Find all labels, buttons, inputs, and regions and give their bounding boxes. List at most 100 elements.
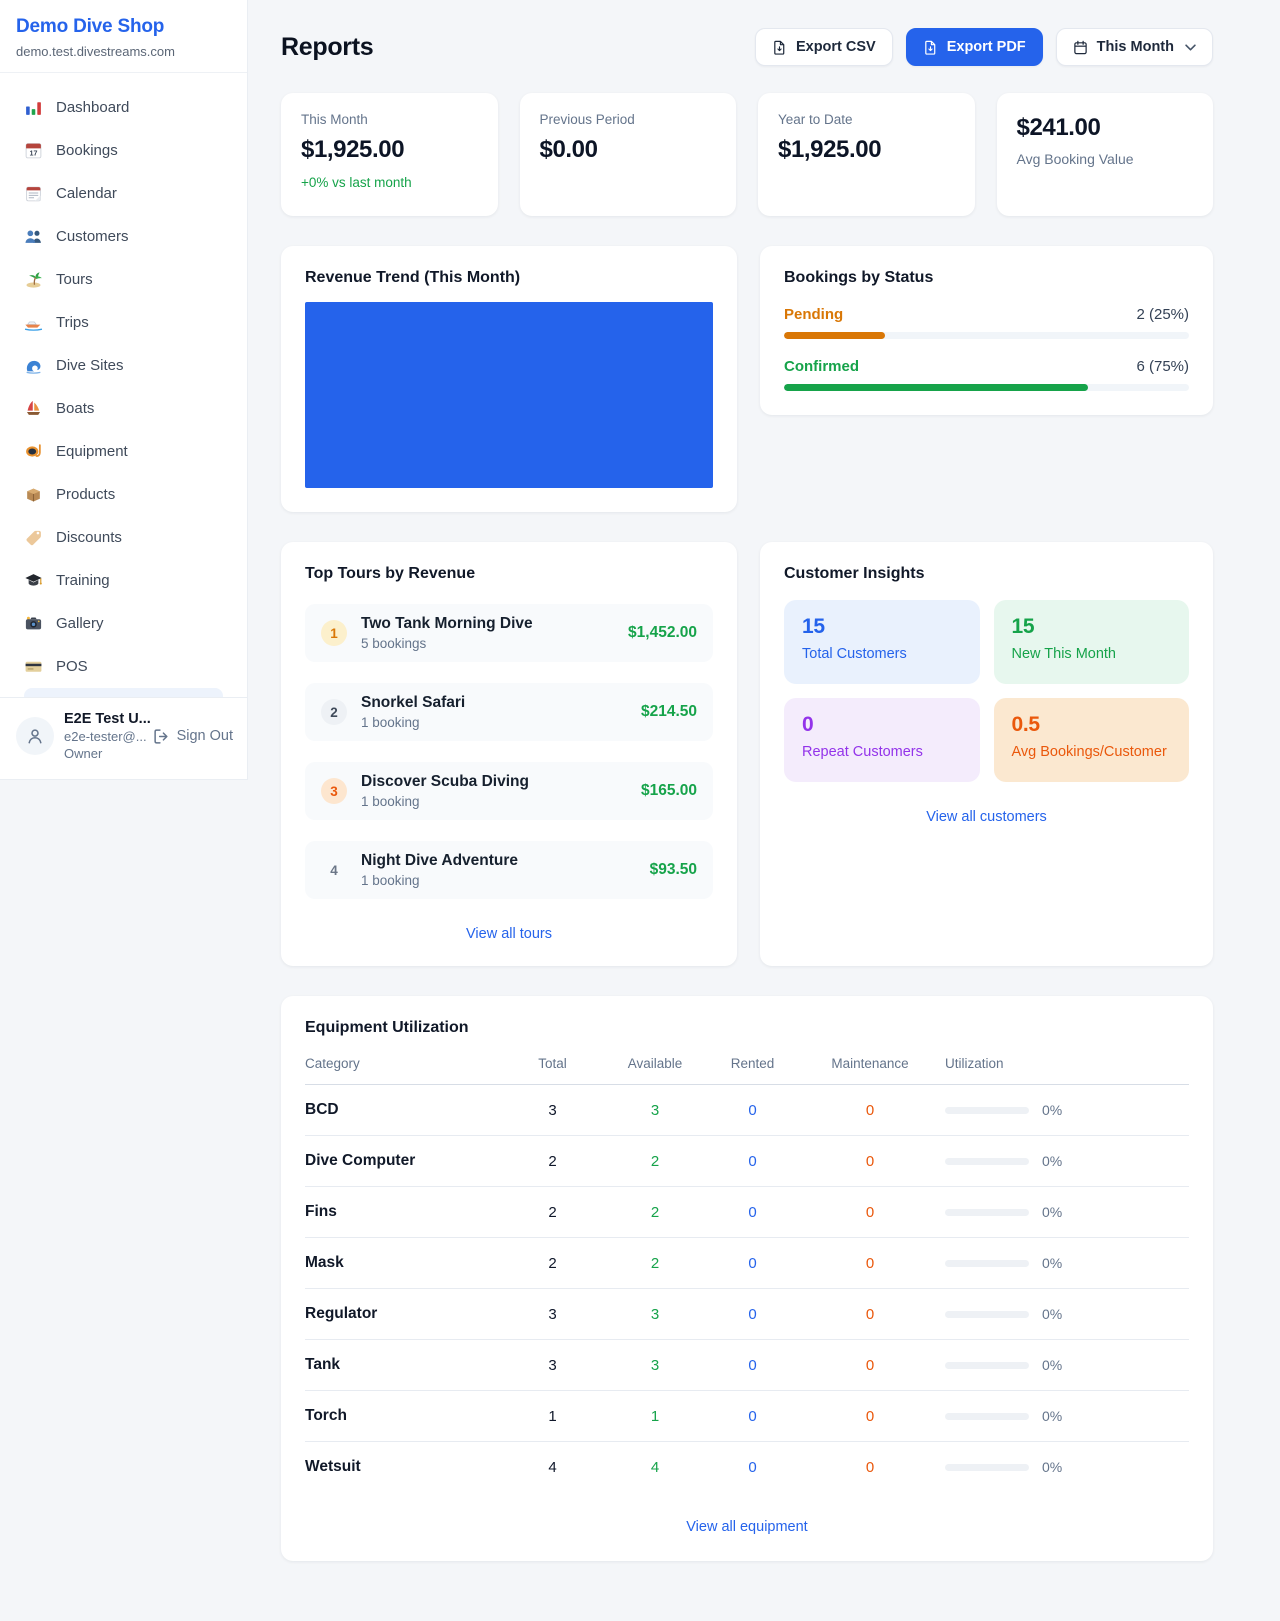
tour-amount: $165.00 — [640, 782, 697, 799]
customer-insights-title: Customer Insights — [784, 565, 925, 582]
cell-rented: 0 — [710, 1186, 795, 1238]
status-progress-fill — [784, 332, 886, 339]
cell-total: 3 — [505, 1288, 600, 1340]
tour-row: 2 Snorkel Safari 1 booking $214.50 — [305, 683, 713, 741]
export-pdf-label: Export PDF — [946, 39, 1026, 55]
sidebar-item-label: Dive Sites — [56, 357, 124, 374]
cell-category: Torch — [305, 1390, 505, 1442]
utilization-percent: 0% — [1042, 1357, 1063, 1373]
column-header-maintenance: Maintenance — [795, 1056, 945, 1085]
insight-value: 0.5 — [1011, 713, 1041, 736]
stat-value: $1,925.00 — [778, 136, 882, 163]
sidebar-item-label: Training — [56, 572, 110, 589]
header-actions: Export CSV Export PDF This Month — [754, 28, 1213, 66]
view-all-equipment-link[interactable]: View all equipment — [305, 1519, 1189, 1535]
cell-utilization: 0% — [945, 1237, 1189, 1289]
tour-bookings: 1 booking — [361, 873, 420, 888]
export-pdf-button[interactable]: Export PDF — [905, 28, 1043, 66]
column-header-category: Category — [305, 1056, 505, 1085]
sidebar-item-label: POS — [56, 658, 88, 675]
camera-flash-icon — [24, 614, 43, 633]
tour-row: 3 Discover Scuba Diving 1 booking $165.0… — [305, 762, 713, 820]
view-all-customers-link[interactable]: View all customers — [784, 809, 1189, 825]
sidebar-item-training[interactable]: Training — [12, 559, 235, 602]
revenue-trend-title: Revenue Trend (This Month) — [305, 269, 521, 286]
period-dropdown[interactable]: This Month — [1055, 28, 1213, 66]
tour-amount: $93.50 — [649, 861, 697, 878]
status-label: Confirmed — [784, 358, 859, 375]
sidebar-item-label: Gallery — [56, 615, 104, 632]
sidebar-item-label: Products — [56, 486, 116, 503]
sidebar-item-trips[interactable]: Trips — [12, 301, 235, 344]
page-header: Reports Export CSV Export PDF This Month — [281, 28, 1213, 66]
sidebar-item-calendar[interactable]: Calendar — [12, 172, 235, 215]
sign-out-icon — [153, 728, 168, 744]
wave-icon — [24, 356, 43, 375]
sidebar-item-discounts[interactable]: Discounts — [12, 516, 235, 559]
tour-name: Snorkel Safari — [361, 694, 466, 711]
export-csv-label: Export CSV — [795, 39, 876, 55]
status-count: 2 (25%) — [1136, 306, 1189, 323]
cell-total: 2 — [505, 1237, 600, 1289]
sidebar-item-pos[interactable]: POS — [12, 645, 235, 688]
cell-utilization: 0% — [945, 1390, 1189, 1442]
status-progress-track — [784, 332, 1189, 339]
cell-category: BCD — [305, 1084, 505, 1136]
insight-tiles: 15 Total Customers 15 New This Month 0 R… — [784, 600, 1189, 782]
sign-out-label: Sign Out — [176, 728, 233, 744]
calendar-date-icon: 17 — [24, 141, 43, 160]
cell-category: Mask — [305, 1237, 505, 1289]
sidebar-item-reports-peek[interactable] — [24, 688, 223, 697]
stat-label: This Month — [301, 112, 368, 127]
revenue-trend-chart — [305, 302, 713, 488]
user-name: E2E Test U... — [64, 711, 151, 727]
charts-row: Revenue Trend (This Month) Bookings by S… — [281, 246, 1213, 512]
stat-cards: This Month $1,925.00 +0% vs last month P… — [281, 93, 1213, 216]
file-download-icon — [924, 40, 936, 55]
utilization-bar — [945, 1361, 1029, 1369]
sidebar-header: Demo Dive Shop demo.test.divestreams.com — [0, 0, 247, 73]
cell-maintenance: 0 — [795, 1288, 945, 1340]
sidebar-item-customers[interactable]: Customers — [12, 215, 235, 258]
sidebar-item-bookings[interactable]: 17 Bookings — [12, 129, 235, 172]
credit-card-icon — [24, 657, 43, 676]
cell-rented: 0 — [710, 1339, 795, 1391]
sidebar-item-boats[interactable]: Boats — [12, 387, 235, 430]
table-row: Dive Computer 2 2 0 0 0% — [305, 1135, 1189, 1187]
sign-out-button[interactable]: Sign Out — [153, 728, 233, 745]
person-icon — [28, 729, 42, 744]
utilization-bar — [945, 1208, 1029, 1216]
cell-maintenance: 0 — [795, 1237, 945, 1289]
sidebar-item-gallery[interactable]: Gallery — [12, 602, 235, 645]
avatar — [16, 717, 54, 755]
cell-total: 1 — [505, 1390, 600, 1442]
calendar-icon — [1073, 40, 1087, 54]
status-row-confirmed: Confirmed 6 (75%) — [784, 358, 1189, 391]
cell-utilization: 0% — [945, 1186, 1189, 1238]
utilization-bar — [945, 1412, 1029, 1420]
sidebar-item-dive-sites[interactable]: Dive Sites — [12, 344, 235, 387]
chevron-down-icon — [1185, 43, 1196, 51]
top-tours-card: Top Tours by Revenue 1 Two Tank Morning … — [281, 542, 737, 966]
sidebar-item-equipment[interactable]: Equipment — [12, 430, 235, 473]
sidebar-item-tours[interactable]: Tours — [12, 258, 235, 301]
cell-available: 3 — [600, 1288, 710, 1340]
sidebar-item-label: Boats — [56, 400, 95, 417]
utilization-bar — [945, 1463, 1029, 1471]
speedboat-icon — [24, 313, 43, 332]
status-progress-track — [784, 384, 1189, 391]
stat-label: Avg Booking Value — [1016, 151, 1134, 167]
equipment-utilization-card: Equipment Utilization Category Total Ava… — [281, 996, 1213, 1561]
status-row-pending: Pending 2 (25%) — [784, 306, 1189, 339]
table-row: Torch 1 1 0 0 0% — [305, 1390, 1189, 1442]
export-csv-button[interactable]: Export CSV — [754, 28, 893, 66]
sidebar-item-dashboard[interactable]: Dashboard — [12, 86, 235, 129]
revenue-trend-card: Revenue Trend (This Month) — [281, 246, 737, 512]
customer-insights-card: Customer Insights 15 Total Customers 15 … — [760, 542, 1213, 966]
sidebar-item-label: Calendar — [56, 185, 117, 202]
graduation-cap-icon — [24, 571, 43, 590]
sidebar-item-products[interactable]: Products — [12, 473, 235, 516]
view-all-tours-link[interactable]: View all tours — [305, 926, 713, 942]
sidebar-nav: Dashboard 17 Bookings Calendar Customers… — [0, 73, 247, 697]
bookings-by-status-title: Bookings by Status — [784, 269, 934, 286]
